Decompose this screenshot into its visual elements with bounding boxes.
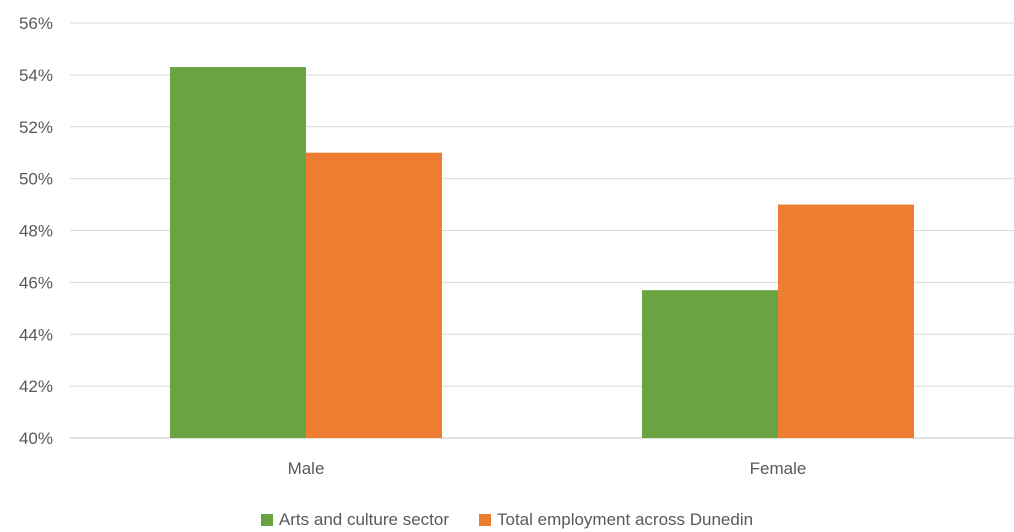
y-tick-label: 42% xyxy=(19,377,53,396)
bar-male-total xyxy=(306,152,442,438)
bar-male-arts xyxy=(170,67,306,438)
legend-label-arts: Arts and culture sector xyxy=(278,509,449,529)
y-tick-label: 56% xyxy=(19,14,53,33)
y-tick-label: 50% xyxy=(19,170,53,189)
y-axis-tick-labels: 40% 42% 44% 46% 48% 50% 52% 54% 56% xyxy=(19,14,53,448)
legend-item-arts: Arts and culture sector xyxy=(260,507,449,532)
y-tick-label: 54% xyxy=(19,66,53,85)
x-axis-category-labels: Male Female xyxy=(288,459,807,478)
y-tick-label: 48% xyxy=(19,222,53,241)
bar-female-total xyxy=(778,204,914,438)
y-tick-label: 46% xyxy=(19,273,53,292)
x-category-label: Male xyxy=(288,459,325,478)
y-tick-label: 52% xyxy=(19,118,53,137)
bar-chart: 40% 42% 44% 46% 48% 50% 52% 54% 56% Male Female xyxy=(19,14,1014,478)
legend-swatch-total xyxy=(479,513,491,526)
bar-female-arts xyxy=(642,290,778,438)
y-tick-label: 44% xyxy=(19,325,53,344)
bars xyxy=(170,67,914,438)
legend-swatch-arts xyxy=(260,513,273,526)
y-tick-label: 40% xyxy=(19,429,53,448)
legend-label-total: Total employment across Dunedin xyxy=(497,509,754,529)
legend: Arts and culture sector Total employment… xyxy=(0,507,1014,532)
x-category-label: Female xyxy=(750,459,807,478)
legend-item-total: Total employment across Dunedin xyxy=(479,507,753,532)
